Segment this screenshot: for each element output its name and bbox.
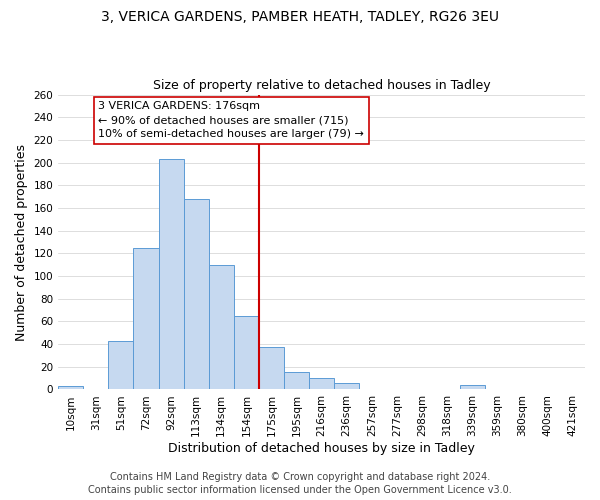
Bar — [109, 340, 133, 390]
Bar — [460, 385, 485, 390]
Bar — [259, 348, 284, 390]
Bar — [234, 316, 259, 390]
X-axis label: Distribution of detached houses by size in Tadley: Distribution of detached houses by size … — [168, 442, 475, 455]
Text: Contains HM Land Registry data © Crown copyright and database right 2024.
Contai: Contains HM Land Registry data © Crown c… — [88, 472, 512, 495]
Bar — [58, 386, 83, 390]
Bar — [284, 372, 309, 390]
Y-axis label: Number of detached properties: Number of detached properties — [15, 144, 28, 340]
Bar — [309, 378, 334, 390]
Text: 3, VERICA GARDENS, PAMBER HEATH, TADLEY, RG26 3EU: 3, VERICA GARDENS, PAMBER HEATH, TADLEY,… — [101, 10, 499, 24]
Bar — [184, 199, 209, 390]
Bar — [334, 382, 359, 390]
Bar — [209, 264, 234, 390]
Bar — [133, 248, 158, 390]
Text: 3 VERICA GARDENS: 176sqm
← 90% of detached houses are smaller (715)
10% of semi-: 3 VERICA GARDENS: 176sqm ← 90% of detach… — [98, 102, 364, 140]
Title: Size of property relative to detached houses in Tadley: Size of property relative to detached ho… — [153, 79, 490, 92]
Bar — [158, 159, 184, 390]
